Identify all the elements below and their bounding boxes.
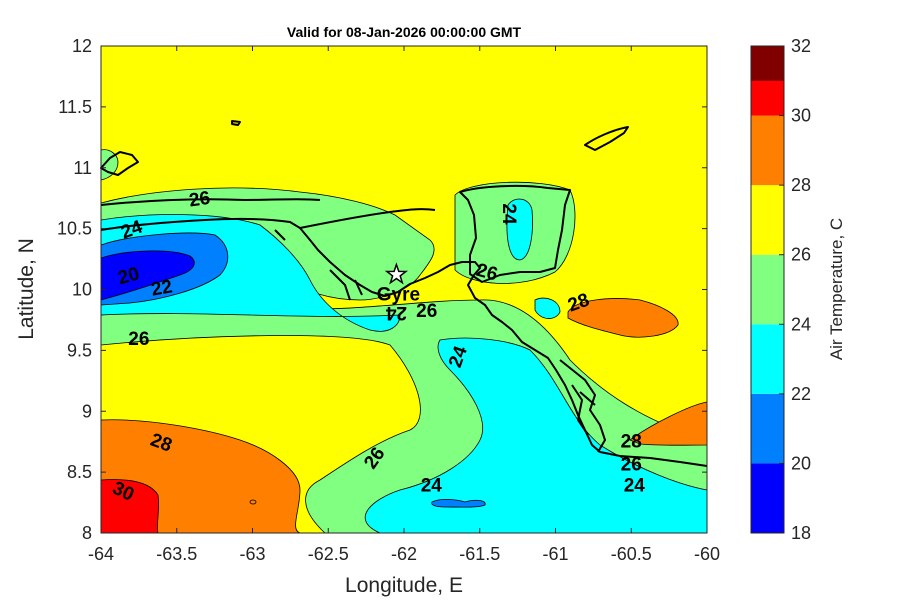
band-22-24-gulf — [534, 297, 561, 319]
tobago-coastline — [584, 126, 629, 151]
x-tick-label: -63.5 — [156, 544, 197, 564]
colorbar-swatch — [751, 115, 784, 186]
y-tick-label: 9.5 — [67, 340, 92, 360]
x-tick-label: -61.5 — [459, 544, 500, 564]
y-tick-label: 9 — [82, 401, 92, 421]
x-tick-label: -63 — [239, 544, 265, 564]
contour-label: 22 — [150, 276, 174, 300]
contour-label: 28 — [621, 431, 642, 452]
band-22-24-southeast — [365, 337, 707, 533]
gulf-channels — [274, 229, 363, 301]
gyre-label: Gyre — [377, 285, 420, 306]
margarita-coastline — [100, 151, 139, 176]
colorbar — [751, 46, 784, 533]
x-tick-label: -62.5 — [308, 544, 349, 564]
contour-label: 26 — [416, 301, 437, 322]
colorbar-swatch — [751, 185, 784, 255]
colorbar-tick-label: 18 — [791, 523, 811, 543]
delta-channels — [559, 359, 606, 453]
northern-coast-line — [100, 198, 321, 206]
y-tick-label: 8.5 — [67, 462, 92, 482]
x-axis-ticks: -64 -63.5 -63 -62.5 -62 -61.5 -61 -60.5 -60 — [88, 46, 720, 564]
band-28-30-fareast — [629, 401, 707, 446]
contour-label: 26 — [621, 455, 642, 476]
colorbar-frame — [750, 45, 785, 534]
y-tick-label: 10 — [72, 280, 92, 300]
colorbar-tick-label: 22 — [791, 384, 811, 404]
colorbar-tick-label: 24 — [791, 314, 811, 334]
colorbar-swatch — [751, 463, 784, 533]
colorbar-ticks: 18 20 22 24 26 28 30 32 — [779, 36, 811, 543]
band-30-32 — [101, 479, 159, 533]
contour-label: 24 — [385, 302, 407, 323]
paria-peninsula — [299, 208, 436, 229]
y-tick-label: 8 — [82, 523, 92, 543]
contour-label: 24 — [624, 475, 646, 496]
colorbar-swatch — [751, 254, 784, 325]
x-tick-label: -62 — [391, 544, 417, 564]
x-axis-label: Longitude, E — [345, 574, 463, 597]
y-tick-label: 10.5 — [57, 219, 92, 239]
colorbar-tick-label: 30 — [791, 106, 811, 126]
colorbar-tick-label: 26 — [791, 245, 811, 265]
colorbar-swatch — [751, 324, 784, 394]
colorbar-tick-label: 20 — [791, 453, 811, 473]
gyre-star-icon — [384, 262, 409, 285]
temperature-field — [101, 46, 707, 533]
plot-title: Valid for 08-Jan-2026 00:00:00 GMT — [287, 24, 522, 40]
y-axis-label: Latitude, N — [15, 238, 38, 340]
trinidad-coastline — [459, 184, 571, 283]
y-tick-label: 11 — [73, 158, 92, 178]
contour-label: 24 — [421, 475, 443, 496]
colorbar-tick-label: 32 — [791, 36, 811, 56]
coastlines — [100, 120, 708, 467]
gyre-marker: Gyre — [377, 262, 420, 306]
colorbar-swatch — [751, 393, 784, 464]
island-north — [231, 120, 241, 126]
band-18-20 — [101, 250, 195, 301]
y-axis-ticks: 8 8.5 9 9.5 10 10.5 11 11.5 12 — [57, 36, 707, 543]
contour-label: 26 — [128, 329, 149, 350]
x-tick-label: -64 — [88, 544, 114, 564]
band-24-26-nw — [101, 149, 119, 181]
x-tick-label: -60.5 — [611, 544, 652, 564]
x-tick-label: -61 — [542, 544, 568, 564]
colorbar-swatch-top — [751, 46, 784, 81]
band-28-30-east — [567, 298, 679, 338]
band-28-30-dot — [249, 499, 257, 505]
band-20-22-south — [431, 498, 486, 508]
colorbar-label: Air Temperature, C — [827, 218, 846, 360]
x-tick-label: -60 — [694, 544, 720, 564]
contour-label: 24 — [498, 203, 519, 225]
band-22-24-trinidad — [506, 198, 533, 261]
y-tick-label: 11.5 — [58, 97, 92, 117]
venezuela-coastline — [100, 217, 708, 467]
y-tick-label: 12 — [72, 36, 92, 56]
colorbar-tick-label: 28 — [791, 175, 811, 195]
contour-label: 26 — [188, 188, 212, 212]
